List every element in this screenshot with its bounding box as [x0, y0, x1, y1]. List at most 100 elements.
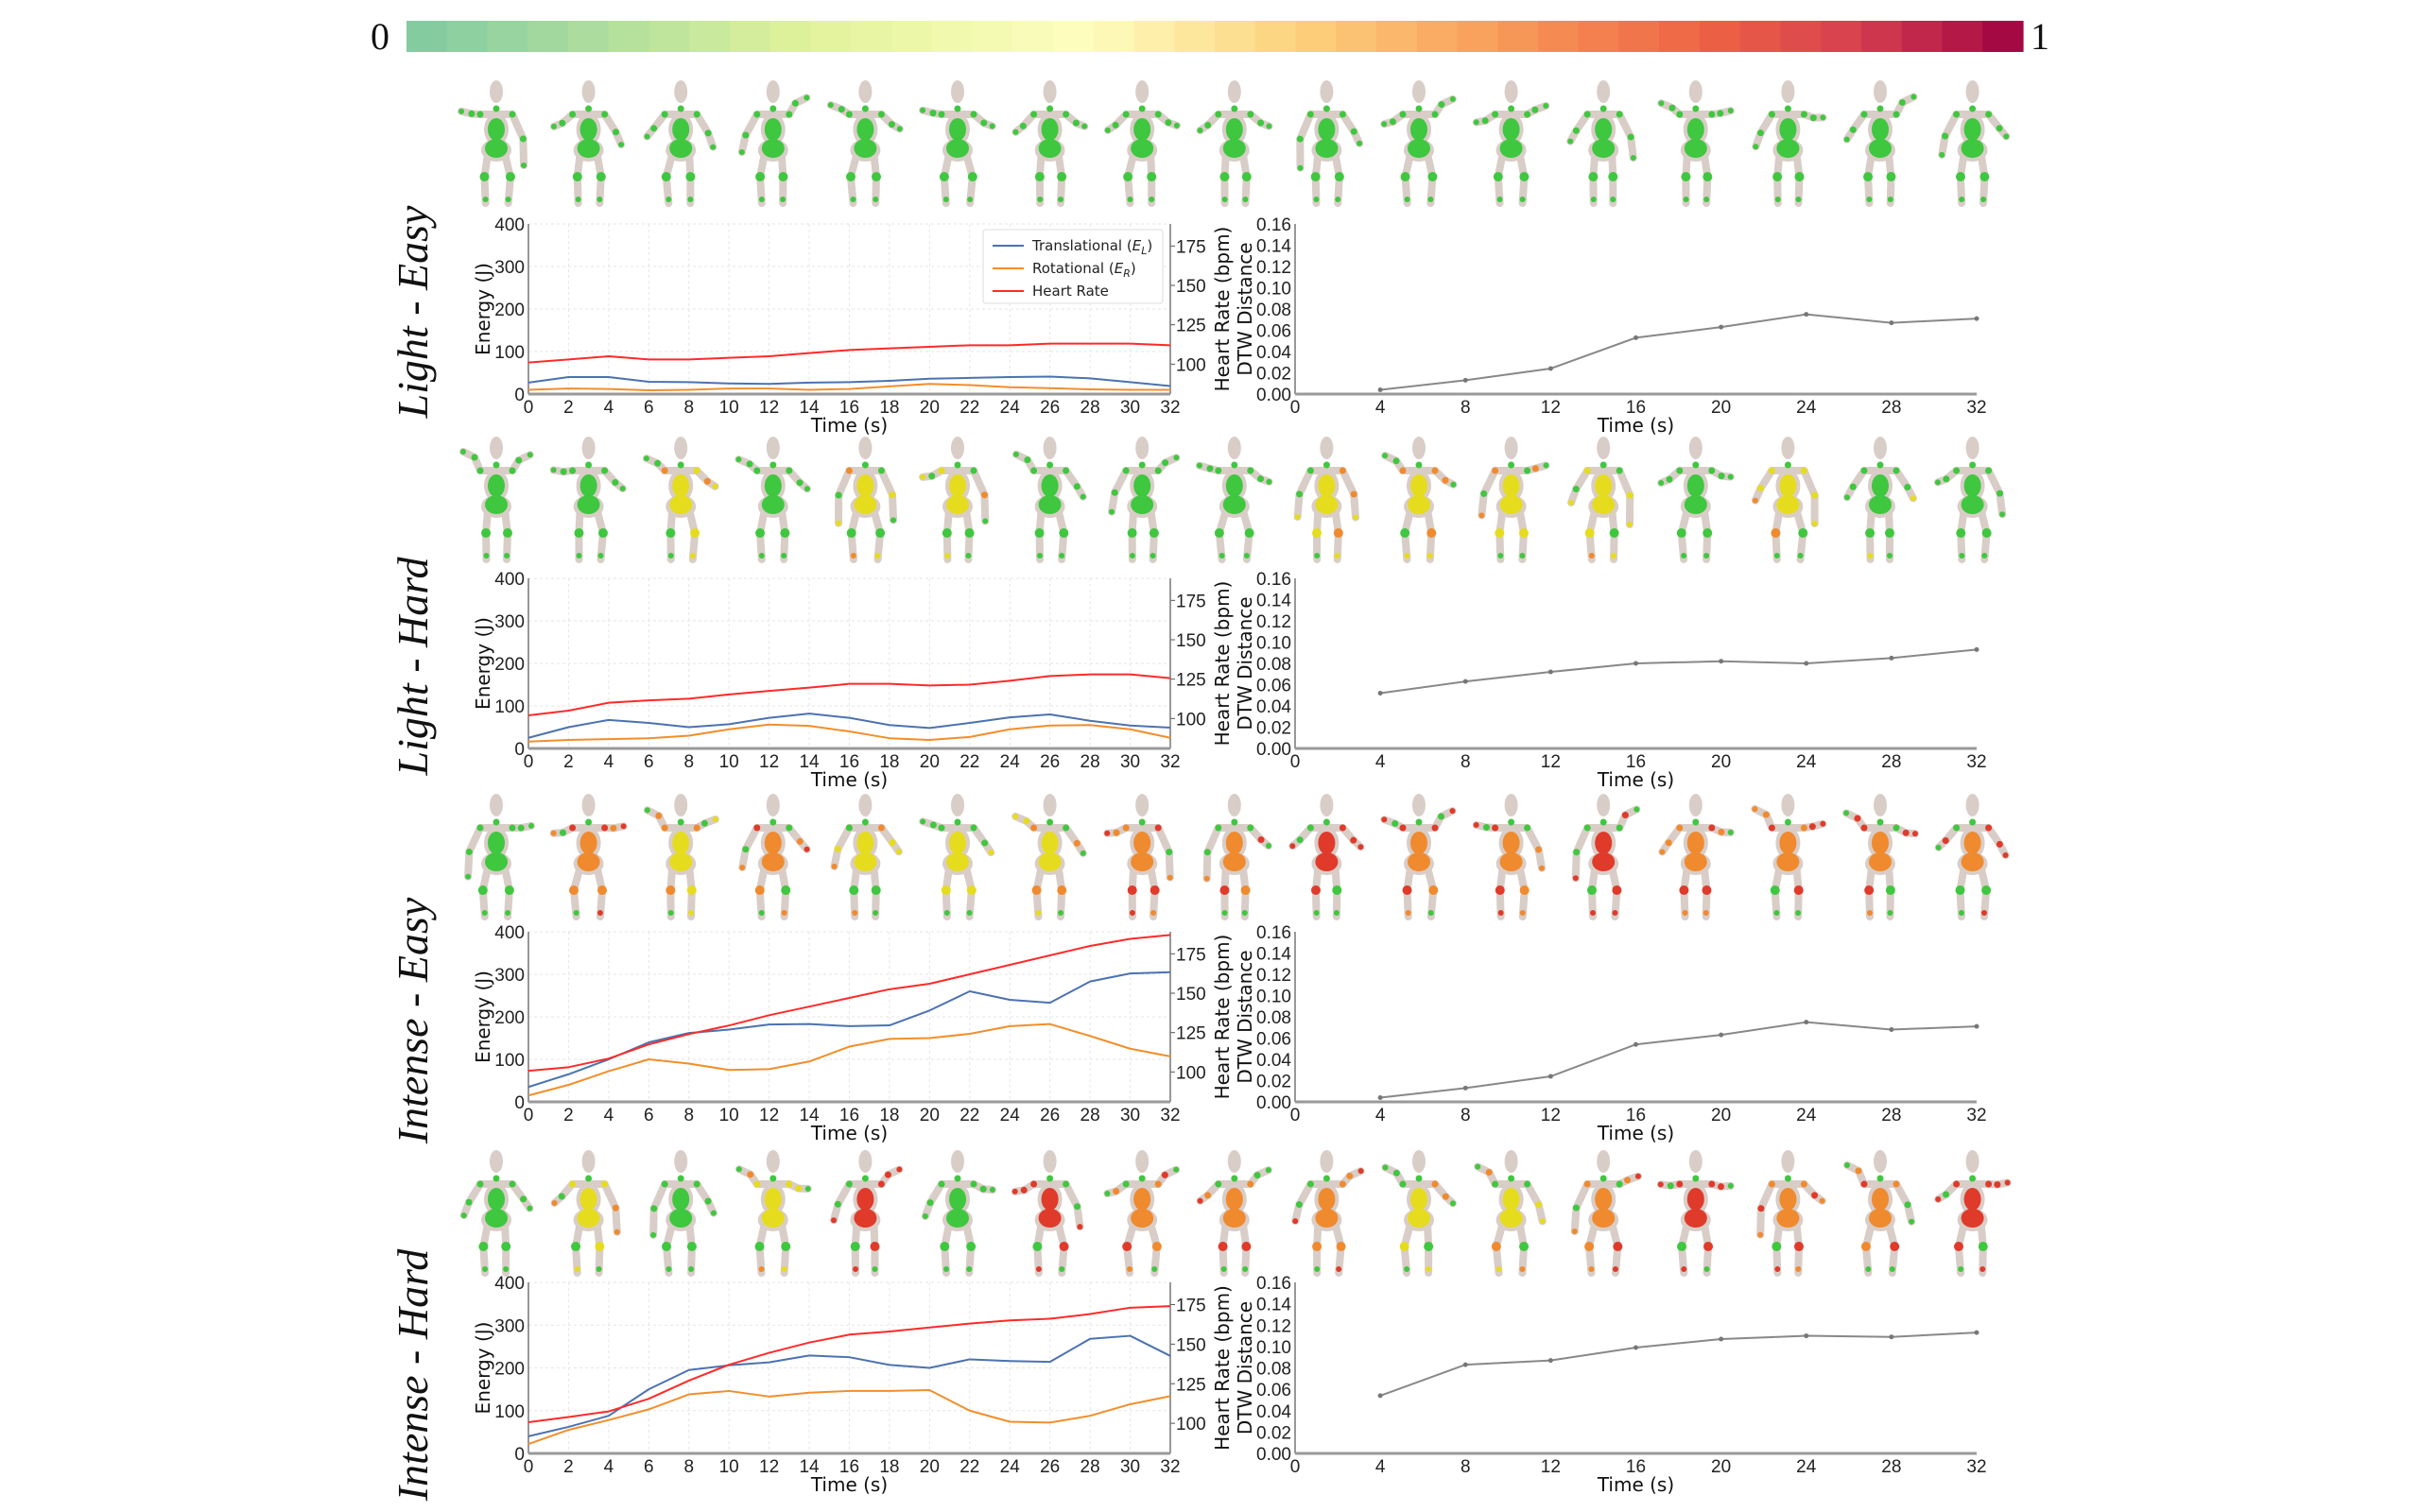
pelvis-joint — [1222, 852, 1246, 871]
chest-joint — [1963, 1188, 1981, 1211]
ankle-joint — [1774, 1266, 1781, 1272]
shoulder-joint — [1953, 111, 1961, 118]
pose-figure — [1933, 437, 2007, 563]
x-axis-label: Time (s) — [810, 1473, 888, 1496]
colorbar-segment — [851, 21, 892, 52]
pose-figure — [1103, 80, 1181, 207]
y-tick-label: 0.02 — [1256, 365, 1291, 385]
colorbar-segment — [931, 21, 974, 52]
elbow-joint — [468, 110, 475, 117]
hand-joint — [1353, 514, 1359, 521]
knee-joint — [755, 172, 766, 181]
head — [951, 80, 964, 103]
ankle-joint — [1681, 553, 1687, 558]
pelvis-joint — [761, 139, 785, 158]
x-tick-label: 22 — [959, 1106, 979, 1125]
x-tick-label: 18 — [879, 752, 899, 772]
hand-joint — [710, 144, 717, 150]
shoulder-joint — [786, 467, 793, 474]
hand-joint — [804, 94, 810, 101]
y-tick-label: 0.00 — [1256, 1093, 1291, 1113]
ankle-joint — [482, 1266, 489, 1272]
shoulder-joint — [1431, 467, 1439, 474]
pose-figure — [1751, 794, 1827, 920]
knee-joint — [966, 1242, 977, 1251]
pelvis-joint — [1869, 852, 1892, 871]
elbow-joint — [1024, 456, 1031, 464]
neck-joint — [1138, 818, 1146, 826]
shoulder-joint — [476, 1180, 484, 1188]
chest-joint — [1502, 832, 1520, 854]
elbow-joint — [888, 121, 895, 129]
neck-joint — [1876, 105, 1884, 112]
hand-joint — [614, 1228, 620, 1235]
ankle-joint — [1405, 910, 1411, 916]
head — [1320, 794, 1334, 816]
ankle-joint — [1612, 910, 1618, 916]
shoulder-joint — [1800, 111, 1807, 118]
chest-joint — [1686, 474, 1704, 497]
neck-joint — [1322, 461, 1330, 469]
row-label: Light - Easy — [389, 205, 437, 419]
hand-joint — [1077, 1224, 1083, 1230]
dtw-point — [1889, 320, 1894, 326]
pose-figure — [1478, 437, 1550, 563]
pose-sequence — [459, 437, 2007, 563]
ankle-joint — [1519, 910, 1526, 916]
shoulder-joint — [661, 111, 668, 118]
y2-tick-label: 175 — [1176, 945, 1206, 965]
shoulder-joint — [1985, 1180, 1993, 1188]
hand-joint — [1999, 511, 2006, 518]
y-tick-label: 400 — [494, 570, 525, 590]
shoulder-joint — [1708, 824, 1716, 832]
knee-joint — [941, 885, 951, 895]
hand-joint — [1630, 154, 1636, 161]
shoulder-joint — [1030, 467, 1038, 474]
x-tick-label: 12 — [1541, 752, 1561, 772]
x-tick-label: 16 — [1626, 1106, 1646, 1125]
energy-heart-rate-chart: 0 2 4 6 8 10 12 14 16 18 20 22 24 26 28 30 3201002003004… — [472, 1274, 1234, 1496]
hand-joint — [1197, 127, 1203, 133]
pose-figure — [550, 1150, 621, 1277]
y-tick-label: 0.14 — [1256, 592, 1291, 611]
shoulder-joint — [1953, 467, 1961, 474]
head — [1504, 794, 1518, 816]
hand-joint — [1104, 830, 1111, 836]
elbow-joint — [1626, 491, 1634, 499]
ankle-joint — [596, 1266, 602, 1272]
elbow-joint — [650, 1205, 658, 1212]
pose-figure — [738, 794, 811, 920]
x-tick-label: 28 — [1881, 1457, 1901, 1477]
legend-text: Translational ( — [1031, 237, 1132, 254]
neck-joint — [1784, 105, 1791, 112]
limb — [1062, 1180, 1081, 1211]
ankle-joint — [1150, 553, 1156, 558]
elbow-joint — [1206, 465, 1214, 472]
head — [1688, 80, 1703, 103]
elbow-joint — [1072, 119, 1080, 127]
knee-joint — [1770, 885, 1780, 895]
knee-joint — [666, 885, 676, 895]
knee-joint — [1332, 885, 1342, 895]
elbow-joint — [926, 1199, 934, 1207]
ankle-joint — [666, 1266, 672, 1272]
elbow-joint — [1811, 491, 1819, 499]
series-line-heart-rate — [527, 342, 1171, 364]
ankle-joint — [1887, 553, 1893, 558]
ankle-joint — [1958, 1266, 1964, 1272]
pose-figure — [1011, 794, 1087, 920]
knee-joint — [1336, 1242, 1346, 1251]
knee-joint — [1493, 172, 1503, 181]
dtw-point — [1377, 691, 1383, 696]
limb — [1295, 1180, 1315, 1209]
knee-joint — [964, 528, 975, 538]
knee-joint — [939, 172, 949, 181]
x-tick-label: 28 — [1881, 1106, 1901, 1125]
colorbar-segment — [1174, 21, 1216, 52]
knee-joint — [1312, 1242, 1322, 1251]
ankle-joint — [1426, 553, 1433, 558]
shoulder-joint — [1708, 1180, 1716, 1188]
shoulder-joint — [1306, 824, 1314, 832]
y-tick-label: 0.10 — [1256, 634, 1291, 654]
pose-figure — [1657, 80, 1735, 207]
